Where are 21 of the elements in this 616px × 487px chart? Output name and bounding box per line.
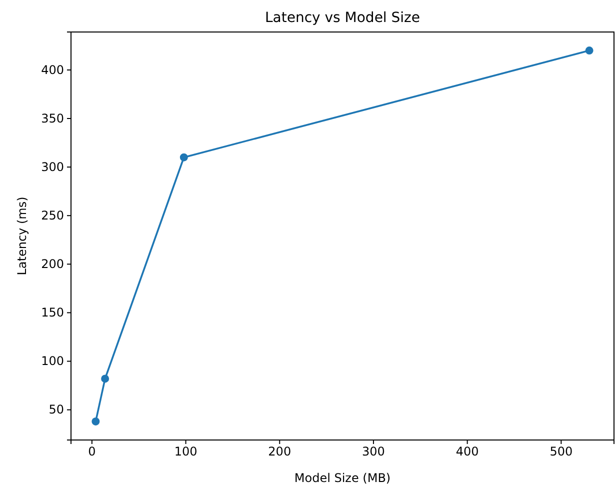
point (585, 46, 594, 55)
y-tick-label: 400 (41, 62, 64, 77)
y-tick-label: 250 (41, 208, 64, 222)
y-tick-label: 200 (41, 257, 64, 271)
x-tick-label: 0 (88, 444, 96, 459)
x-tick-label: 200 (268, 444, 292, 459)
y-tick-label: 100 (41, 354, 64, 368)
y-tick-label: 300 (41, 160, 64, 174)
x-tick-label: 500 (550, 444, 573, 459)
y-axis-title: Latency (ms) (15, 196, 29, 276)
point (101, 374, 110, 383)
y-tick-label: 350 (41, 111, 64, 126)
y-tick-label: 50 (48, 402, 64, 417)
x-tick-label: 100 (174, 444, 198, 459)
point (180, 153, 188, 162)
x-axis-title: Model Size (MB) (294, 471, 391, 485)
chart-title: Latency vs Model Size (264, 10, 420, 26)
point (92, 417, 100, 426)
x-tick-label: 400 (456, 444, 479, 459)
x-tick-label: 300 (362, 444, 385, 459)
y-tick-label: 150 (41, 306, 64, 320)
